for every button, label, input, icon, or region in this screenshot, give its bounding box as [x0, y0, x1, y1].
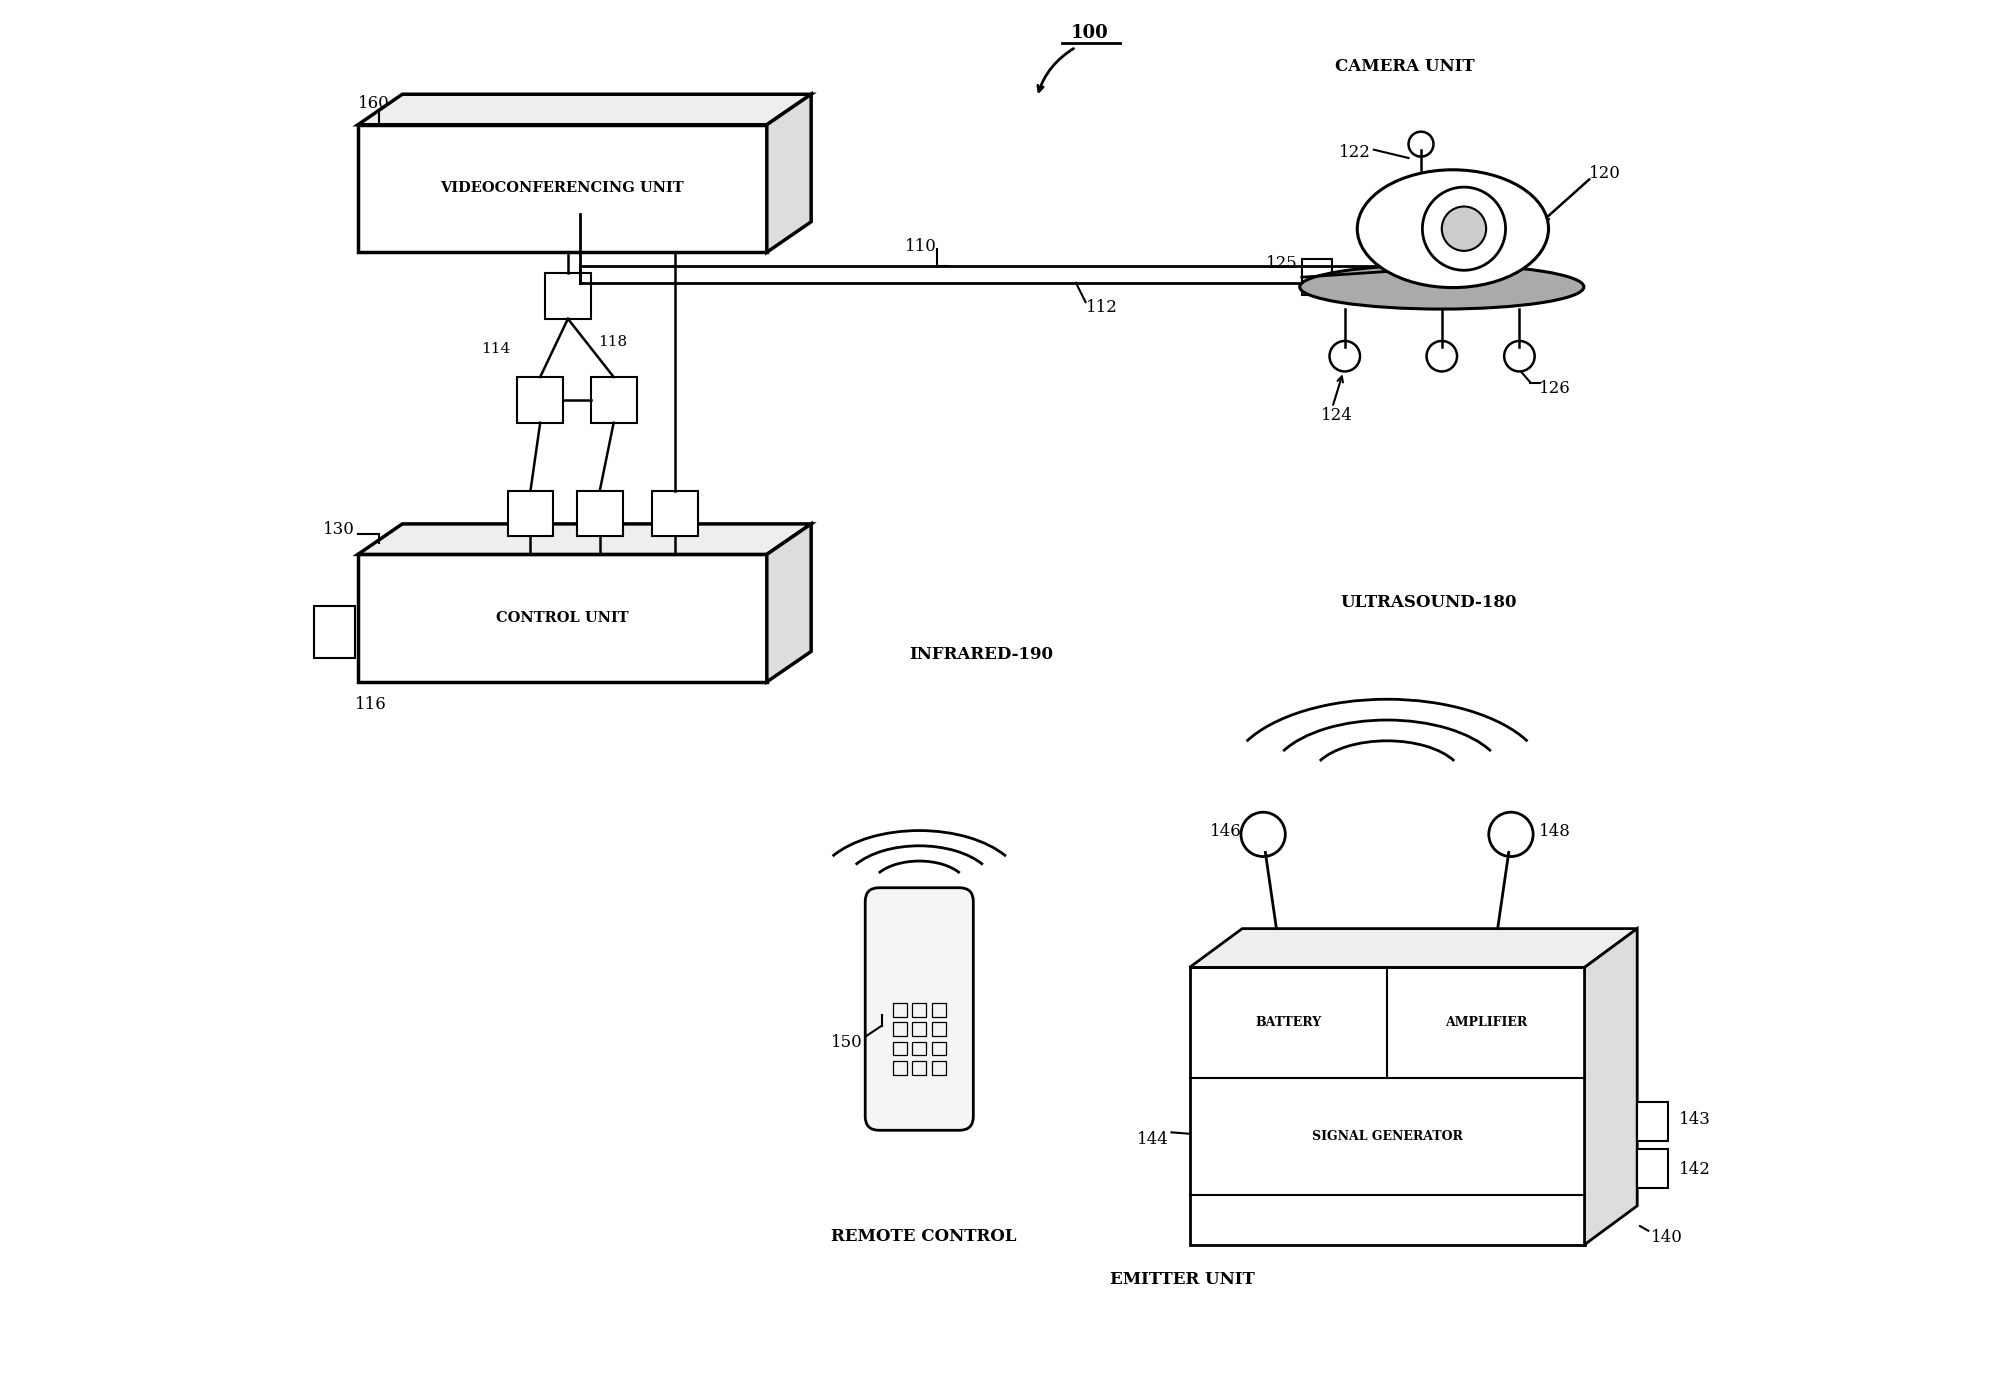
Bar — [892, 1003, 906, 1017]
Bar — [518, 377, 563, 423]
Text: 110: 110 — [906, 238, 938, 255]
Polygon shape — [358, 125, 767, 252]
Text: 122: 122 — [1340, 144, 1372, 161]
Polygon shape — [1189, 967, 1585, 1245]
Bar — [932, 1062, 946, 1076]
Bar — [912, 1062, 926, 1076]
Text: 150: 150 — [830, 1034, 862, 1051]
Text: CONTROL UNIT: CONTROL UNIT — [496, 611, 629, 625]
Bar — [508, 491, 553, 536]
Bar — [1302, 259, 1332, 295]
Text: 160: 160 — [358, 96, 390, 112]
Text: CAMERA UNIT: CAMERA UNIT — [1334, 58, 1473, 75]
Text: INFRARED-190: INFRARED-190 — [910, 646, 1053, 663]
Text: 142: 142 — [1678, 1161, 1710, 1178]
Bar — [1637, 1102, 1668, 1141]
FancyBboxPatch shape — [866, 888, 974, 1131]
Text: 112: 112 — [1085, 299, 1117, 316]
Bar — [892, 1062, 906, 1076]
Bar — [912, 1003, 926, 1017]
Polygon shape — [1189, 929, 1637, 967]
Bar — [892, 1023, 906, 1037]
Bar — [651, 491, 697, 536]
Bar — [932, 1023, 946, 1037]
Text: 130: 130 — [323, 521, 354, 538]
Text: VIDEOCONFERENCING UNIT: VIDEOCONFERENCING UNIT — [440, 182, 685, 195]
Circle shape — [1422, 187, 1505, 270]
Bar — [315, 606, 354, 658]
Polygon shape — [358, 524, 810, 554]
Polygon shape — [767, 94, 810, 252]
Bar — [591, 377, 637, 423]
Text: 143: 143 — [1678, 1112, 1710, 1128]
Ellipse shape — [1358, 170, 1549, 288]
Text: REMOTE CONTROL: REMOTE CONTROL — [830, 1228, 1015, 1245]
Text: ULTRASOUND-180: ULTRASOUND-180 — [1340, 595, 1517, 611]
Polygon shape — [1585, 929, 1637, 1245]
Text: 146: 146 — [1211, 823, 1242, 840]
Text: SIGNAL GENERATOR: SIGNAL GENERATOR — [1312, 1130, 1463, 1143]
Bar — [577, 491, 623, 536]
Text: 144: 144 — [1137, 1131, 1169, 1148]
Polygon shape — [358, 554, 767, 682]
Bar — [932, 1003, 946, 1017]
Polygon shape — [767, 524, 810, 682]
Text: 125: 125 — [1266, 255, 1298, 272]
Text: 124: 124 — [1322, 407, 1354, 424]
Bar — [932, 1042, 946, 1056]
Bar — [1637, 1149, 1668, 1188]
Text: 118: 118 — [597, 335, 627, 349]
Text: 140: 140 — [1651, 1229, 1682, 1246]
Bar — [912, 1023, 926, 1037]
Text: 114: 114 — [482, 342, 510, 356]
Text: AMPLIFIER: AMPLIFIER — [1445, 1016, 1527, 1030]
Bar — [912, 1042, 926, 1056]
Text: EMITTER UNIT: EMITTER UNIT — [1111, 1271, 1254, 1288]
Bar — [546, 273, 591, 319]
Bar — [892, 1042, 906, 1056]
Circle shape — [1441, 207, 1485, 251]
Ellipse shape — [1300, 265, 1585, 309]
Polygon shape — [358, 94, 810, 125]
Text: 120: 120 — [1589, 165, 1621, 182]
Text: 126: 126 — [1539, 380, 1571, 396]
Text: 116: 116 — [354, 696, 386, 712]
Text: 100: 100 — [1071, 25, 1109, 42]
Text: 148: 148 — [1539, 823, 1571, 840]
Text: BATTERY: BATTERY — [1254, 1016, 1322, 1030]
